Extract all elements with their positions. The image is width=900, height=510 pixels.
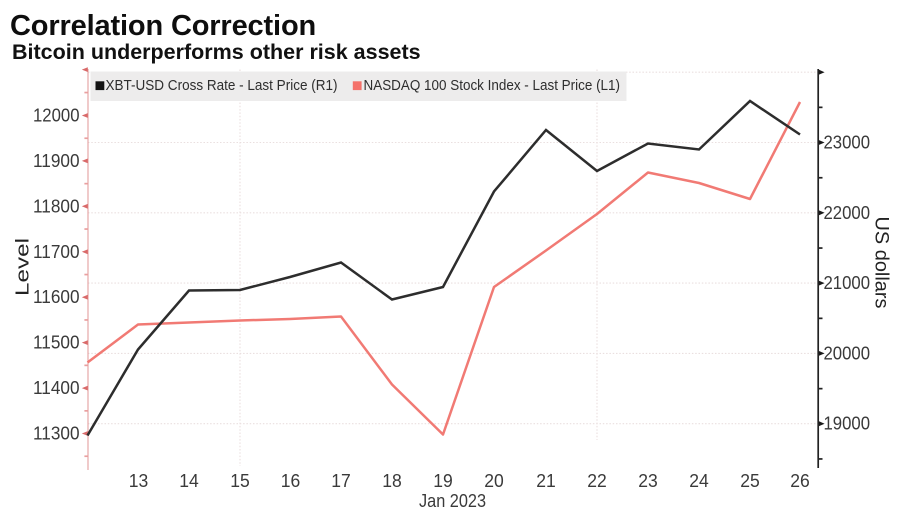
- svg-text:17: 17: [331, 471, 351, 491]
- svg-text:19000: 19000: [824, 414, 871, 434]
- svg-text:11800: 11800: [33, 196, 80, 216]
- svg-text:11500: 11500: [33, 333, 80, 353]
- svg-text:21: 21: [536, 471, 556, 491]
- svg-text:11400: 11400: [33, 378, 80, 398]
- svg-text:Jan 2023: Jan 2023: [419, 490, 486, 510]
- svg-text:12000: 12000: [33, 106, 80, 126]
- svg-text:15: 15: [230, 471, 250, 491]
- svg-text:21000: 21000: [824, 273, 871, 293]
- svg-text:23000: 23000: [824, 133, 871, 153]
- svg-text:20: 20: [484, 471, 504, 491]
- svg-text:22000: 22000: [824, 203, 871, 223]
- svg-text:Level: Level: [13, 238, 33, 296]
- svg-text:14: 14: [179, 471, 199, 491]
- svg-text:22: 22: [587, 471, 607, 491]
- svg-text:25: 25: [740, 471, 760, 491]
- svg-text:24: 24: [689, 471, 709, 491]
- svg-text:US dollars: US dollars: [871, 217, 892, 309]
- svg-text:XBT-USD Cross Rate - Last Pric: XBT-USD Cross Rate - Last Price (R1): [106, 78, 338, 94]
- svg-text:11700: 11700: [33, 242, 80, 262]
- svg-text:23: 23: [638, 471, 658, 491]
- svg-text:26: 26: [790, 471, 810, 491]
- svg-text:NASDAQ 100 Stock Index - Last: NASDAQ 100 Stock Index - Last Price (L1): [364, 78, 621, 94]
- svg-text:11600: 11600: [33, 287, 80, 307]
- svg-text:11900: 11900: [33, 151, 80, 171]
- svg-text:20000: 20000: [824, 343, 871, 363]
- svg-text:13: 13: [129, 471, 149, 491]
- svg-text:11300: 11300: [33, 424, 80, 444]
- svg-text:19: 19: [433, 471, 453, 491]
- svg-text:18: 18: [382, 471, 402, 491]
- svg-text:16: 16: [281, 471, 301, 491]
